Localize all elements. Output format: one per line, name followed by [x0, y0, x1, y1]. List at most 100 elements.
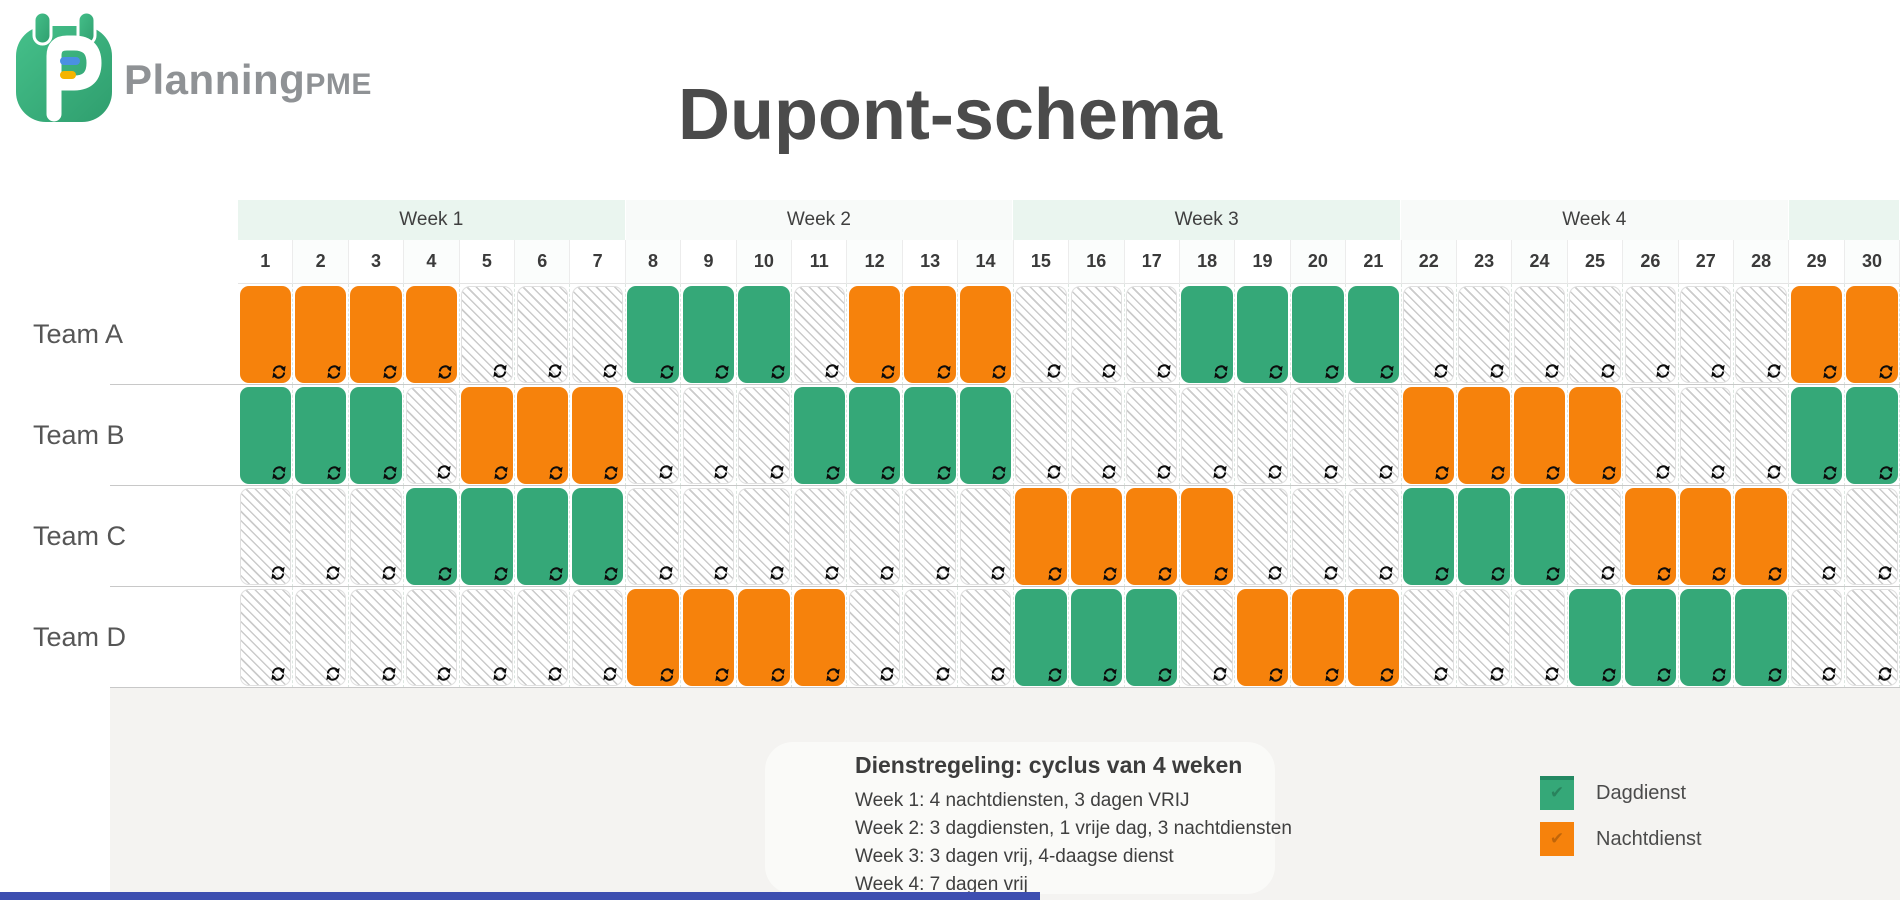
vrij-block[interactable] [1790, 488, 1843, 585]
vrij-block[interactable] [793, 488, 845, 585]
vrij-block[interactable] [1015, 286, 1067, 383]
vrij-block[interactable] [1680, 286, 1732, 383]
vrij-block[interactable] [1403, 589, 1455, 686]
vrij-block[interactable] [1569, 286, 1621, 383]
nachtdienst-block[interactable] [1790, 286, 1843, 383]
vrij-block[interactable] [571, 286, 624, 383]
vrij-block[interactable] [1513, 589, 1566, 686]
dagdienst-block[interactable] [1846, 387, 1898, 484]
nachtdienst-block[interactable] [461, 387, 513, 484]
vrij-block[interactable] [1236, 387, 1289, 484]
vrij-block[interactable] [516, 286, 568, 383]
dagdienst-block[interactable] [1292, 286, 1344, 383]
vrij-block[interactable] [294, 589, 347, 686]
vrij-block[interactable] [682, 488, 735, 585]
dagdienst-block[interactable] [1236, 286, 1289, 383]
vrij-block[interactable] [738, 387, 790, 484]
vrij-block[interactable] [350, 488, 402, 585]
vrij-block[interactable] [1624, 286, 1677, 383]
dagdienst-block[interactable] [1347, 286, 1400, 383]
nachtdienst-block[interactable] [1403, 387, 1455, 484]
nachtdienst-block[interactable] [1070, 488, 1122, 585]
vrij-block[interactable] [1624, 387, 1677, 484]
dagdienst-block[interactable] [516, 488, 568, 585]
dagdienst-block[interactable] [1569, 589, 1621, 686]
dagdienst-block[interactable] [904, 387, 956, 484]
nachtdienst-block[interactable] [1846, 286, 1898, 383]
vrij-block[interactable] [848, 488, 901, 585]
dagdienst-block[interactable] [350, 387, 402, 484]
vrij-block[interactable] [959, 589, 1012, 686]
vrij-block[interactable] [1403, 286, 1455, 383]
nachtdienst-block[interactable] [350, 286, 402, 383]
vrij-block[interactable] [1680, 387, 1732, 484]
nachtdienst-block[interactable] [904, 286, 956, 383]
nachtdienst-block[interactable] [1126, 488, 1178, 585]
dagdienst-block[interactable] [294, 387, 347, 484]
dagdienst-block[interactable] [1403, 488, 1455, 585]
nachtdienst-block[interactable] [848, 286, 901, 383]
nachtdienst-block[interactable] [516, 387, 568, 484]
dagdienst-block[interactable] [682, 286, 735, 383]
vrij-block[interactable] [294, 488, 347, 585]
vrij-block[interactable] [1458, 589, 1510, 686]
nachtdienst-block[interactable] [1513, 387, 1566, 484]
nachtdienst-block[interactable] [959, 286, 1012, 383]
dagdienst-block[interactable] [1513, 488, 1566, 585]
vrij-block[interactable] [738, 488, 790, 585]
vrij-block[interactable] [904, 488, 956, 585]
vrij-block[interactable] [1015, 387, 1067, 484]
vrij-block[interactable] [1070, 286, 1122, 383]
vrij-block[interactable] [405, 589, 458, 686]
nachtdienst-block[interactable] [793, 589, 845, 686]
dagdienst-block[interactable] [1126, 589, 1178, 686]
dagdienst-block[interactable] [1790, 387, 1843, 484]
dagdienst-block[interactable] [793, 387, 845, 484]
dagdienst-block[interactable] [627, 286, 679, 383]
vrij-block[interactable] [571, 589, 624, 686]
vrij-block[interactable] [1846, 589, 1898, 686]
vrij-block[interactable] [1790, 589, 1843, 686]
nachtdienst-block[interactable] [1458, 387, 1510, 484]
nachtdienst-block[interactable] [1236, 589, 1289, 686]
nachtdienst-block[interactable] [1181, 488, 1233, 585]
nachtdienst-block[interactable] [1624, 488, 1677, 585]
vrij-block[interactable] [1458, 286, 1510, 383]
dagdienst-block[interactable] [1624, 589, 1677, 686]
vrij-block[interactable] [627, 488, 679, 585]
nachtdienst-block[interactable] [294, 286, 347, 383]
vrij-block[interactable] [627, 387, 679, 484]
vrij-block[interactable] [1292, 387, 1344, 484]
nachtdienst-block[interactable] [738, 589, 790, 686]
dagdienst-block[interactable] [1735, 589, 1787, 686]
dagdienst-block[interactable] [571, 488, 624, 585]
dagdienst-block[interactable] [959, 387, 1012, 484]
vrij-block[interactable] [1735, 286, 1787, 383]
dagdienst-block[interactable] [1070, 589, 1122, 686]
nachtdienst-block[interactable] [239, 286, 291, 383]
nachtdienst-block[interactable] [682, 589, 735, 686]
dagdienst-block[interactable] [1680, 589, 1732, 686]
nachtdienst-block[interactable] [1735, 488, 1787, 585]
vrij-block[interactable] [239, 589, 291, 686]
vrij-block[interactable] [1126, 387, 1178, 484]
vrij-block[interactable] [1181, 387, 1233, 484]
vrij-block[interactable] [1126, 286, 1178, 383]
vrij-block[interactable] [848, 589, 901, 686]
nachtdienst-block[interactable] [627, 589, 679, 686]
vrij-block[interactable] [1292, 488, 1344, 585]
vrij-block[interactable] [1181, 589, 1233, 686]
nachtdienst-block[interactable] [405, 286, 458, 383]
vrij-block[interactable] [1070, 387, 1122, 484]
dagdienst-block[interactable] [1015, 589, 1067, 686]
dagdienst-block[interactable] [461, 488, 513, 585]
vrij-block[interactable] [516, 589, 568, 686]
nachtdienst-block[interactable] [571, 387, 624, 484]
dagdienst-block[interactable] [848, 387, 901, 484]
dagdienst-block[interactable] [1181, 286, 1233, 383]
vrij-block[interactable] [959, 488, 1012, 585]
dagdienst-block[interactable] [1458, 488, 1510, 585]
vrij-block[interactable] [1846, 488, 1898, 585]
nachtdienst-block[interactable] [1347, 589, 1400, 686]
vrij-block[interactable] [239, 488, 291, 585]
